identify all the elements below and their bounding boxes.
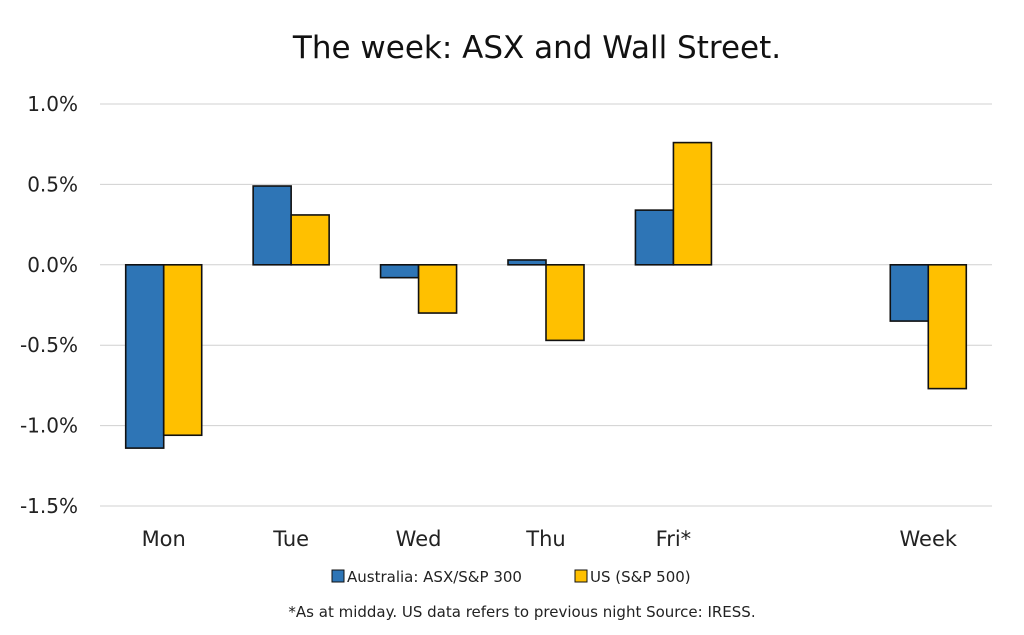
legend-swatch bbox=[331, 569, 345, 583]
bar-asx-Thu bbox=[507, 259, 547, 266]
x-tick-label: Wed bbox=[396, 527, 442, 551]
legend-label: US (S&P 500) bbox=[590, 568, 691, 586]
x-tick-label: Tue bbox=[272, 527, 309, 551]
y-tick-label: 0.0% bbox=[27, 253, 78, 277]
legend-swatch bbox=[574, 569, 588, 583]
x-tick-label: Thu bbox=[525, 527, 565, 551]
y-tick-label: -0.5% bbox=[20, 333, 78, 357]
x-tick-label: Week bbox=[900, 527, 958, 551]
x-tick-label: Fri* bbox=[656, 527, 692, 551]
bar-sp500-Mon bbox=[162, 263, 203, 437]
bar-asx-Week bbox=[889, 263, 930, 322]
bar-asx-Mon bbox=[124, 263, 165, 449]
y-tick-label: 0.5% bbox=[27, 172, 78, 196]
y-tick-label: -1.5% bbox=[20, 494, 78, 518]
bar-asx-Fri* bbox=[634, 209, 675, 266]
bar-sp500-Week bbox=[927, 263, 968, 390]
legend: Australia: ASX/S&P 300 US (S&P 500) bbox=[331, 568, 691, 586]
footnote: *As at midday. US data refers to previou… bbox=[288, 603, 755, 621]
x-axis: Mon Tue Wed Thu Fri* Week bbox=[142, 527, 958, 551]
bar-asx-Tue bbox=[252, 185, 292, 266]
bars bbox=[124, 141, 968, 449]
bar-sp500-Fri* bbox=[672, 141, 713, 266]
legend-label: Australia: ASX/S&P 300 bbox=[347, 568, 522, 586]
x-tick-label: Mon bbox=[142, 527, 186, 551]
y-tick-label: -1.0% bbox=[20, 414, 78, 438]
bar-sp500-Thu bbox=[545, 263, 585, 342]
bar-asx-Wed bbox=[379, 263, 420, 279]
bar-sp500-Tue bbox=[290, 214, 330, 266]
y-tick-label: 1.0% bbox=[27, 92, 78, 116]
chart-title: The week: ASX and Wall Street. bbox=[292, 30, 781, 66]
y-axis: 1.0% 0.5% 0.0% -0.5% -1.0% -1.5% bbox=[20, 92, 78, 518]
bar-sp500-Wed bbox=[417, 263, 458, 314]
